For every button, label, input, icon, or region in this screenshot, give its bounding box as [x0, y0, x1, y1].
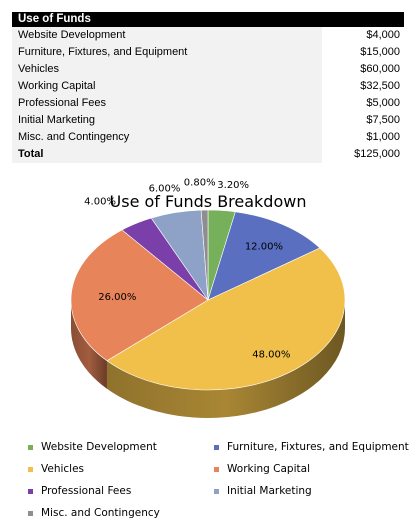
row-value: $4,000	[366, 29, 400, 41]
legend-item: Vehicles	[28, 463, 84, 475]
legend-label: Misc. and Contingency	[41, 507, 160, 519]
table-title: Use of Funds	[12, 12, 404, 27]
pie-slice	[200, 209, 209, 301]
legend-item: Initial Marketing	[214, 485, 312, 497]
legend-swatch	[214, 488, 219, 494]
pie-slice-side-shade	[106, 300, 346, 418]
legend-swatch	[28, 488, 33, 494]
row-value: $7,500	[366, 114, 400, 126]
table-row: Furniture, Fixtures, and Equipment $15,00…	[12, 44, 404, 61]
legend-swatch	[28, 444, 33, 450]
row-label: Furniture, Fixtures, and Equipment	[12, 44, 322, 61]
legend-label: Working Capital	[227, 463, 310, 475]
row-value: $15,000	[360, 46, 400, 58]
legend-item: Working Capital	[214, 463, 310, 475]
legend-item: Website Development	[28, 441, 157, 453]
use-of-funds-table: Use of Funds Website Development $4,000 Fu…	[12, 12, 404, 163]
legend-label: Initial Marketing	[227, 485, 312, 497]
row-label: Website Development	[12, 27, 322, 44]
row-value: $1,000	[366, 131, 400, 143]
legend-label: Professional Fees	[41, 485, 132, 497]
row-label: Professional Fees	[12, 95, 322, 112]
row-value: $60,000	[360, 63, 400, 75]
legend-label: Vehicles	[41, 463, 85, 475]
table-row: Initial Marketing $7,500	[12, 112, 404, 129]
row-value: $32,500	[360, 80, 400, 92]
row-label: Working Capital	[12, 78, 322, 95]
table-row: Misc. and Contingency $1,000	[12, 129, 404, 146]
row-label: Initial Marketing	[12, 112, 322, 129]
table-row: Vehicles $60,000	[12, 61, 404, 78]
legend-item: Professional Fees	[28, 485, 131, 497]
row-label: Vehicles	[12, 61, 322, 78]
pie-slice	[70, 229, 209, 362]
legend-swatch	[214, 466, 219, 472]
row-value: $5,000	[366, 97, 400, 109]
pie-slice-side-shade	[71, 300, 107, 389]
legend-swatch	[28, 466, 33, 472]
pie-data-label: 6.00%	[149, 183, 181, 194]
legend-item: Misc. and Contingency	[28, 507, 160, 519]
table-row: Website Development $4,000	[12, 27, 404, 44]
legend-item: Furniture, Fixtures, and Equipment	[214, 441, 409, 453]
pie-slice	[106, 247, 346, 391]
legend-label: Website Development	[41, 441, 157, 453]
row-label: Misc. and Contingency	[12, 129, 322, 146]
table-row: Professional Fees $5,000	[12, 95, 404, 112]
table-row: Working Capital $32,500	[12, 78, 404, 95]
total-value: $125,000	[354, 148, 400, 160]
pie-slice	[207, 211, 321, 301]
pie-data-label: 0.80%	[184, 178, 216, 189]
chart-title: Use of Funds Breakdown	[109, 192, 307, 211]
legend-label: Furniture, Fixtures, and Equipment	[227, 441, 409, 453]
legend-swatch	[214, 444, 219, 450]
total-label: Total	[12, 146, 322, 163]
table-total-row: Total $125,000	[12, 146, 404, 163]
pie-data-label: 4.00%	[84, 196, 116, 207]
pie-data-label: 48.00%	[252, 349, 290, 360]
legend-swatch	[28, 510, 33, 516]
pie-data-label: 26.00%	[98, 292, 136, 303]
pie-data-label: 12.00%	[245, 242, 283, 253]
pie-data-label: 3.20%	[217, 180, 249, 191]
